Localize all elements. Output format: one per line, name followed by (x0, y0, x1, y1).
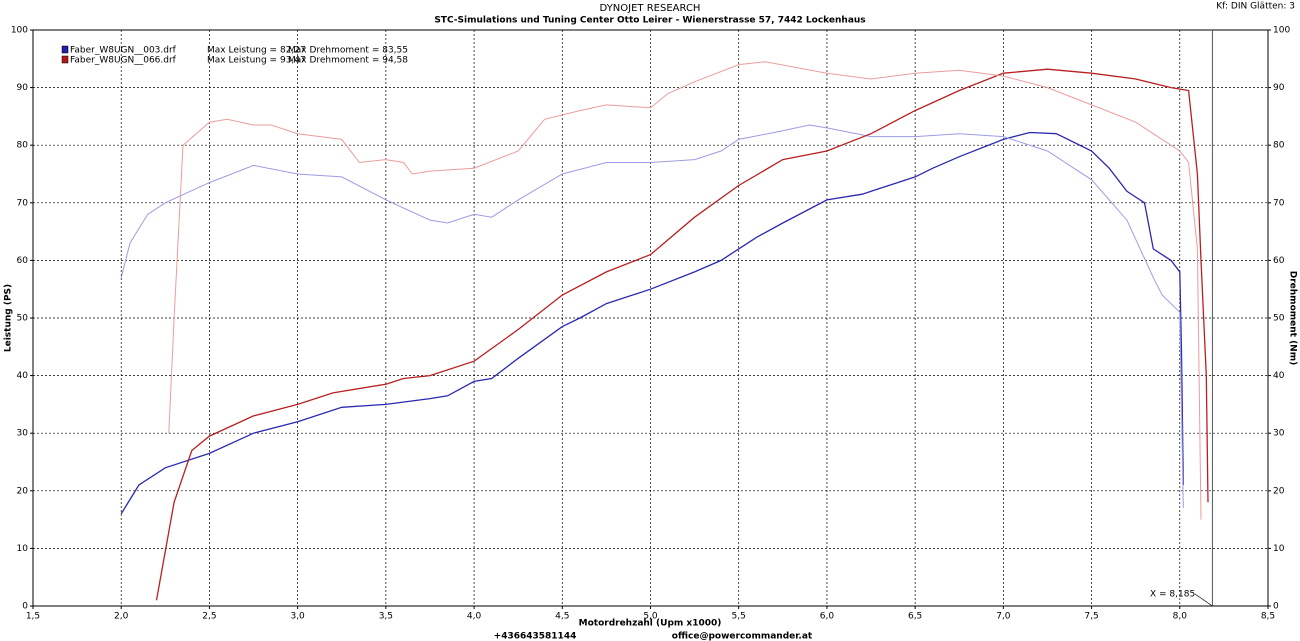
y-tick-label: 70 (17, 198, 29, 208)
series-line (155, 68, 1209, 601)
x-tick-label: 6,0 (820, 612, 835, 622)
legend-swatch (61, 55, 69, 64)
y2-tick-label: 30 (1273, 429, 1285, 439)
x-tick-label: 4,5 (555, 612, 569, 622)
y-tick-label: 0 (22, 602, 28, 612)
y2-tick-label: 70 (1273, 198, 1285, 208)
x-tick-label: 8,5 (1261, 612, 1275, 622)
x-axis-label: Motordrehzahl (Upm x1000) (579, 619, 722, 629)
x-tick-label: 4,0 (467, 612, 482, 622)
legend-power: Max Leistung = 93,47 (207, 56, 306, 66)
y-tick-label: 80 (17, 141, 29, 151)
x-tick-label: 6,5 (908, 612, 922, 622)
series-line (168, 61, 1202, 520)
y2-tick-label: 0 (1273, 602, 1279, 612)
x-tick-label: 5,0 (643, 612, 658, 622)
legend-file: Faber_W8UGN__003.drf (70, 46, 177, 56)
legend-power: Max Leistung = 82,27 (207, 46, 306, 56)
legend-torque: Max Drehmoment = 94,58 (288, 56, 408, 66)
y2-tick-label: 80 (1273, 141, 1285, 151)
x-tick-label: 1,5 (26, 612, 40, 622)
y-tick-label: 60 (17, 256, 29, 266)
x-tick-label: 8,0 (1173, 612, 1188, 622)
cursor-pointer (1194, 593, 1213, 607)
settings-text: Kf: DIN Glätten: 3 (1216, 2, 1295, 12)
y2-tick-label: 20 (1273, 486, 1285, 496)
x-tick-label: 2,0 (114, 612, 129, 622)
legend-torque: Max Drehmoment = 83,55 (288, 46, 408, 56)
y2-tick-label: 50 (1273, 314, 1285, 324)
x-tick-label: 3,5 (379, 612, 393, 622)
y2-tick-label: 40 (1273, 371, 1285, 381)
chart-title: DYNOJET RESEARCH (600, 3, 701, 14)
y-tick-label: 40 (17, 371, 29, 381)
x-tick-label: 5,5 (732, 612, 746, 622)
y2-tick-label: 90 (1273, 83, 1285, 93)
y-tick-label: 30 (17, 429, 29, 439)
series-line (120, 131, 1184, 515)
y-axis-label: Leistung (PS) (4, 284, 14, 352)
y2-tick-label: 60 (1273, 256, 1285, 266)
legend-swatch (61, 45, 69, 54)
x-tick-label: 2,5 (202, 612, 216, 622)
x-tick-label: 3,0 (290, 612, 305, 622)
series-line (120, 124, 1184, 509)
legend-file: Faber_W8UGN__066.drf (70, 56, 177, 66)
footer-email: office@powercommander.at (672, 632, 813, 641)
cursor-label: X = 8,185 (1150, 590, 1195, 600)
y2-axis-label: Drehmoment (Nm) (1288, 271, 1298, 365)
chart-subtitle: STC-Simulations und Tuning Center Otto L… (434, 16, 865, 26)
x-tick-label: 7,0 (996, 612, 1011, 622)
footer-phone: +436643581144 (494, 632, 577, 641)
y-tick-label: 100 (11, 26, 28, 36)
y-tick-label: 10 (17, 544, 29, 554)
y2-tick-label: 10 (1273, 544, 1285, 554)
y-tick-label: 50 (17, 314, 29, 324)
y-tick-label: 90 (17, 83, 29, 93)
x-tick-label: 7,5 (1084, 612, 1098, 622)
y2-tick-label: 100 (1273, 26, 1290, 36)
y-tick-label: 20 (17, 486, 29, 496)
